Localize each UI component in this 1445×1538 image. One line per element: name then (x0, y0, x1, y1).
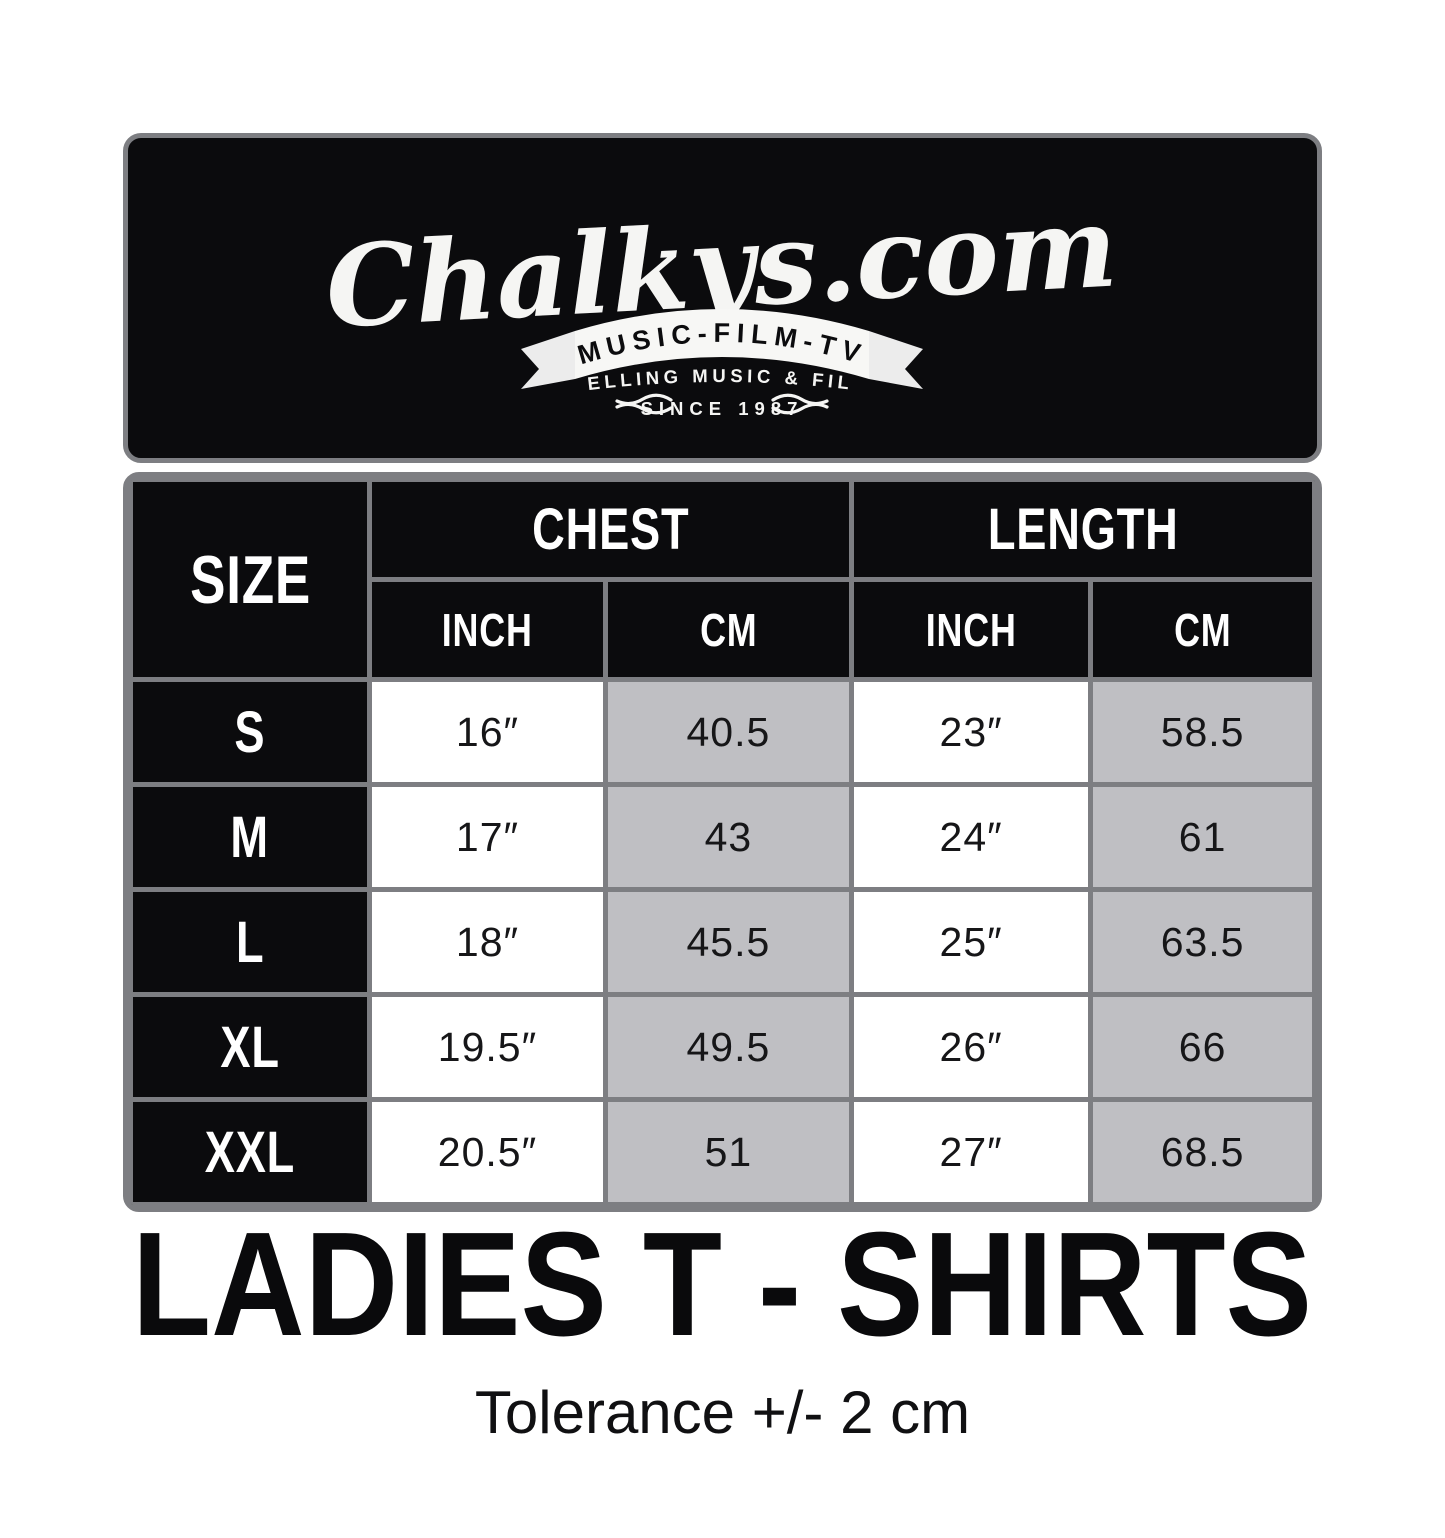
chest-inch-value: 19.5″ (437, 1023, 538, 1070)
length-inch-value-cell: 26″ (849, 992, 1094, 1102)
table-row-xl: XL 19.5″ 49.5 26″ 66 (128, 992, 1317, 1102)
ribbon-band (575, 309, 869, 379)
length-inch-value: 26″ (939, 1023, 1003, 1070)
chest-cm-value: 49.5 (686, 1023, 771, 1070)
length-cm-value-cell: 63.5 (1088, 887, 1317, 997)
table-row-xxl: XXL 20.5″ 51 27″ 68.5 (128, 1097, 1317, 1207)
chest-cm-header: CM (699, 603, 758, 656)
tolerance-note: Tolerance +/- 2 cm (474, 1379, 971, 1446)
chest-inch-value-cell: 18″ (367, 887, 608, 997)
length-cm-value-cell: 61 (1088, 782, 1317, 892)
table-row-l: L 18″ 45.5 25″ 63.5 (128, 887, 1317, 997)
chest-cm-value-cell: 49.5 (602, 992, 855, 1102)
unit-header-row: INCH CM INCH CM (131, 577, 1317, 682)
flourish-left-icon (615, 393, 673, 415)
chest-inch-value-cell: 20.5″ (367, 1097, 608, 1207)
chest-cm-value-cell: 43 (602, 782, 855, 892)
length-inch-value-cell: 25″ (849, 887, 1094, 997)
size-label: S (234, 699, 266, 765)
brand-logo: Chalkys.com MUSIC-FILM-TV SELLING MUSIC … (128, 138, 1120, 419)
length-cm-header-cell: CM (1088, 577, 1317, 682)
size-label: M (230, 804, 270, 870)
length-inch-value-cell: 24″ (849, 782, 1094, 892)
length-cm-value-cell: 66 (1088, 992, 1317, 1102)
length-cm-value: 68.5 (1160, 1128, 1245, 1175)
chest-inch-header: INCH (442, 603, 533, 656)
length-cm-value-cell: 58.5 (1088, 677, 1317, 787)
length-cm-value: 63.5 (1160, 918, 1245, 965)
length-inch-value: 25″ (939, 918, 1003, 965)
size-label: XL (220, 1014, 280, 1080)
length-inch-value-cell: 27″ (849, 1097, 1094, 1207)
title-text: LADIES T - SHIRTS (132, 1222, 1312, 1357)
chest-cm-value: 51 (704, 1128, 753, 1175)
length-inch-value: 27″ (939, 1128, 1003, 1175)
length-inch-header-cell: INCH (849, 577, 1094, 682)
chest-cm-value-cell: 51 (602, 1097, 855, 1207)
chest-inch-value-cell: 16″ (367, 677, 608, 787)
length-inch-value-cell: 23″ (849, 677, 1094, 787)
chest-inch-value: 17″ (455, 813, 520, 860)
size-chart-table: SIZE CHEST LENGTH INCH CM (128, 477, 1317, 1207)
size-label-cell: XXL (128, 1097, 373, 1207)
chest-inch-value: 16″ (455, 708, 520, 755)
length-cm-value: 58.5 (1160, 708, 1245, 755)
size-label-cell: XL (128, 992, 373, 1102)
chest-inch-value-cell: 17″ (367, 782, 608, 892)
brand-logo-panel: Chalkys.com MUSIC-FILM-TV SELLING MUSIC … (123, 133, 1322, 463)
chest-cm-value: 45.5 (686, 918, 771, 965)
chest-inch-value: 18″ (455, 918, 520, 965)
chest-inch-header-cell: INCH (367, 577, 608, 682)
length-inch-value: 23″ (939, 708, 1003, 755)
ribbon-right-flag (869, 331, 923, 389)
size-column-header: SIZE (189, 541, 311, 618)
length-group-header-cell: LENGTH (849, 477, 1317, 582)
size-label-cell: M (128, 782, 373, 892)
size-label-cell: S (128, 677, 373, 787)
group-header-row: SIZE CHEST LENGTH (128, 477, 1317, 682)
size-label: XXL (204, 1119, 296, 1185)
chest-group-header: CHEST (531, 497, 690, 562)
chest-cm-value-cell: 40.5 (602, 677, 855, 787)
length-cm-value: 66 (1178, 1023, 1227, 1070)
chest-cm-header-cell: CM (602, 577, 855, 682)
chest-group-header-cell: CHEST (367, 477, 855, 582)
length-group-header: LENGTH (987, 497, 1179, 562)
length-inch-value: 24″ (939, 813, 1003, 860)
size-chart: SIZE CHEST LENGTH INCH CM (123, 472, 1322, 1212)
chest-cm-value-cell: 45.5 (602, 887, 855, 997)
flourish-right-icon (771, 393, 829, 415)
size-label: L (235, 909, 265, 975)
length-inch-header: INCH (925, 603, 1017, 656)
table-row-m: M 17″ 43 24″ 61 (128, 782, 1317, 892)
chest-inch-value-cell: 19.5″ (367, 992, 608, 1102)
length-cm-value-cell: 68.5 (1088, 1097, 1317, 1207)
chest-inch-value: 20.5″ (437, 1128, 538, 1175)
chest-cm-value: 43 (704, 813, 753, 860)
since-text: SINCE 1987 (641, 398, 804, 419)
size-column-header-cell: SIZE (128, 477, 373, 682)
ribbon-left-flag (521, 331, 575, 389)
length-cm-header: CM (1173, 603, 1232, 656)
table-row-s: S 16″ 40.5 23″ 58.5 (128, 677, 1317, 787)
chest-cm-value: 40.5 (686, 708, 771, 755)
product-category-title: LADIES T - SHIRTS (123, 1222, 1322, 1357)
size-label-cell: L (128, 887, 373, 997)
length-cm-value: 61 (1178, 813, 1227, 860)
